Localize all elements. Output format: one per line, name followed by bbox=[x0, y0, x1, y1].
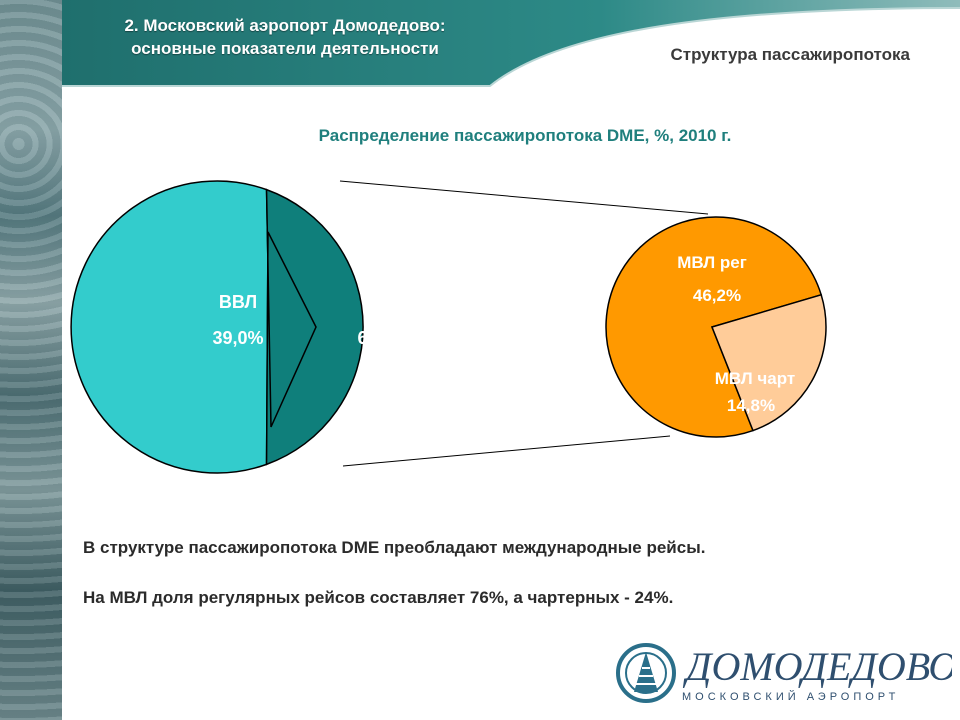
pie-chart: ВВЛ 39,0% МВЛ 61,0% МВЛ рег 46,2% МВЛ чарт 14,8… bbox=[70, 180, 827, 474]
page-title-line2: основные показатели деятельности bbox=[131, 39, 439, 58]
value-vvl: 39,0% bbox=[212, 328, 263, 348]
header-banner bbox=[62, 0, 960, 87]
slice-mvl-reg bbox=[605, 216, 823, 438]
slice-vvl bbox=[265, 188, 364, 466]
connector-bottom bbox=[342, 435, 671, 467]
domodedovo-logo: ДОМОДЕДОВО МОСКОВСКИЙ АЭРОПОРТ bbox=[616, 643, 952, 703]
page-title: 2. Московский аэропорт Домодедово: основ… bbox=[80, 14, 490, 60]
sidebar-cloud-image bbox=[0, 0, 62, 720]
value-mvl: 61,0% bbox=[357, 328, 408, 348]
value-mvl-reg: 46,2% bbox=[693, 286, 741, 305]
slice-mvl-chart bbox=[711, 293, 827, 432]
summary-line-1: В структуре пассажиропотока DME преоблад… bbox=[83, 538, 706, 557]
label-vvl: ВВЛ bbox=[219, 292, 257, 312]
connector-top bbox=[339, 180, 709, 215]
label-mvl-reg: МВЛ рег bbox=[677, 253, 747, 272]
label-mvl: МВЛ bbox=[363, 292, 403, 312]
chart-title: Распределение пассажиропотока DME, %, 20… bbox=[318, 126, 732, 145]
section-title: Структура пассажиропотока bbox=[670, 45, 910, 64]
label-mvl-chart: МВЛ чарт bbox=[715, 369, 795, 388]
value-mvl-chart: 14,8% bbox=[727, 396, 775, 415]
slice-mvl bbox=[70, 180, 317, 474]
svg-text:МОСКОВСКИЙ АЭРОПОРТ: МОСКОВСКИЙ АЭРОПОРТ bbox=[682, 690, 899, 703]
page-title-line1: 2. Московский аэропорт Домодедово: bbox=[124, 16, 446, 35]
summary-line-2: На МВЛ доля регулярных рейсов составляет… bbox=[83, 588, 674, 607]
svg-text:ДОМОДЕДОВО: ДОМОДЕДОВО bbox=[682, 644, 952, 689]
